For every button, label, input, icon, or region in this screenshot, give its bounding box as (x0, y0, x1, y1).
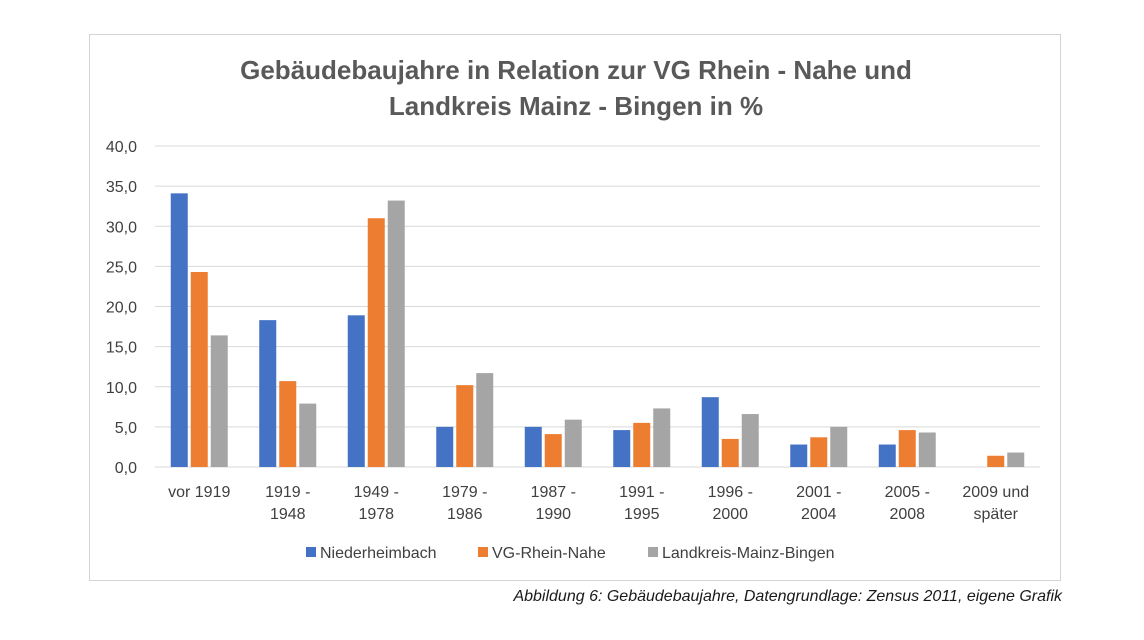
y-tick-label: 35,0 (106, 179, 137, 196)
x-category-label: 1996 - (708, 484, 753, 501)
x-category-label: später (974, 506, 1019, 523)
bar-vg-rhein-nahe (456, 385, 474, 467)
y-tick-label: 15,0 (106, 340, 137, 357)
bars (170, 193, 1025, 467)
figure-caption: Abbildung 6: Gebäudebaujahre, Datengrund… (513, 588, 1062, 605)
bar-niederheimbach (436, 426, 454, 467)
x-category-label: 2008 (889, 506, 925, 523)
bar-landkreis-mainz-bingen (653, 408, 671, 467)
legend-label: Landkreis-Mainz-Bingen (662, 545, 835, 562)
x-category-label: 1991 - (619, 484, 664, 501)
y-tick-label: 30,0 (106, 219, 137, 236)
bar-niederheimbach (259, 320, 277, 467)
bar-landkreis-mainz-bingen (830, 426, 848, 467)
bar-niederheimbach (170, 193, 188, 467)
x-category-label: 2001 - (796, 484, 841, 501)
y-tick-label: 5,0 (115, 420, 137, 437)
bar-niederheimbach (613, 430, 631, 467)
x-category-label: 1949 - (354, 484, 399, 501)
chart-title-line: Gebäudebaujahre in Relation zur VG Rhein… (240, 55, 912, 85)
bar-vg-rhein-nahe (633, 422, 651, 467)
x-category-label: 2009 und (962, 484, 1029, 501)
chart-frame: Gebäudebaujahre in Relation zur VG Rhein… (89, 34, 1061, 581)
bar-niederheimbach (701, 397, 719, 467)
y-axis-ticks: 0,0 5,0 10,0 15,0 20,0 25,0 30,0 35,0 40,0 (106, 139, 137, 477)
x-category-label: 1986 (447, 506, 483, 523)
y-tick-label: 20,0 (106, 300, 137, 317)
x-category-label: 1919 - (265, 484, 310, 501)
y-tick-label: 25,0 (106, 259, 137, 276)
legend-label: VG-Rhein-Nahe (492, 545, 606, 562)
bar-niederheimbach (524, 426, 542, 467)
bar-niederheimbach (790, 444, 808, 467)
bar-niederheimbach (347, 315, 365, 467)
y-tick-label: 40,0 (106, 139, 137, 156)
bar-vg-rhein-nahe (279, 381, 297, 467)
x-category-label: 2004 (801, 506, 837, 523)
bar-landkreis-mainz-bingen (741, 414, 759, 467)
legend-swatch (648, 547, 658, 557)
bar-vg-rhein-nahe (544, 434, 562, 467)
x-axis-categories: vor 1919 1919 - 1948 1949 - 1978 1979 - 1986 19… (168, 484, 1029, 523)
x-category-label: 1978 (358, 506, 394, 523)
bar-landkreis-mainz-bingen (918, 432, 936, 467)
bar-vg-rhein-nahe (810, 437, 828, 467)
chart-title-line: Landkreis Mainz - Bingen in % (389, 91, 763, 121)
legend-swatch (306, 547, 316, 557)
bar-vg-rhein-nahe (190, 271, 208, 467)
x-category-label: 1979 - (442, 484, 487, 501)
x-category-label: 2000 (712, 506, 748, 523)
bar-landkreis-mainz-bingen (210, 335, 228, 467)
bar-landkreis-mainz-bingen (564, 419, 582, 467)
x-category-label: 1990 (535, 506, 571, 523)
x-category-label: 1948 (270, 506, 306, 523)
bar-niederheimbach (878, 444, 896, 467)
bar-landkreis-mainz-bingen (387, 200, 405, 467)
bar-vg-rhein-nahe (367, 218, 385, 467)
bar-vg-rhein-nahe (987, 455, 1005, 467)
legend-label: Niederheimbach (320, 545, 437, 562)
x-category-label: vor 1919 (168, 484, 230, 501)
legend-swatch (478, 547, 488, 557)
legend: Niederheimbach VG-Rhein-Nahe Landkreis-Mai… (306, 545, 835, 562)
bar-landkreis-mainz-bingen (476, 373, 494, 467)
bar-vg-rhein-nahe (721, 438, 739, 467)
bar-landkreis-mainz-bingen (299, 403, 317, 467)
x-category-label: 1987 - (531, 484, 576, 501)
y-tick-label: 10,0 (106, 380, 137, 397)
x-category-label: 2005 - (885, 484, 930, 501)
bar-landkreis-mainz-bingen (1007, 452, 1025, 467)
chart-title: Gebäudebaujahre in Relation zur VG Rhein… (240, 55, 912, 121)
bar-chart: Gebäudebaujahre in Relation zur VG Rhein… (106, 55, 1040, 562)
bar-vg-rhein-nahe (898, 430, 916, 467)
x-category-label: 1995 (624, 506, 660, 523)
y-tick-label: 0,0 (115, 460, 137, 477)
